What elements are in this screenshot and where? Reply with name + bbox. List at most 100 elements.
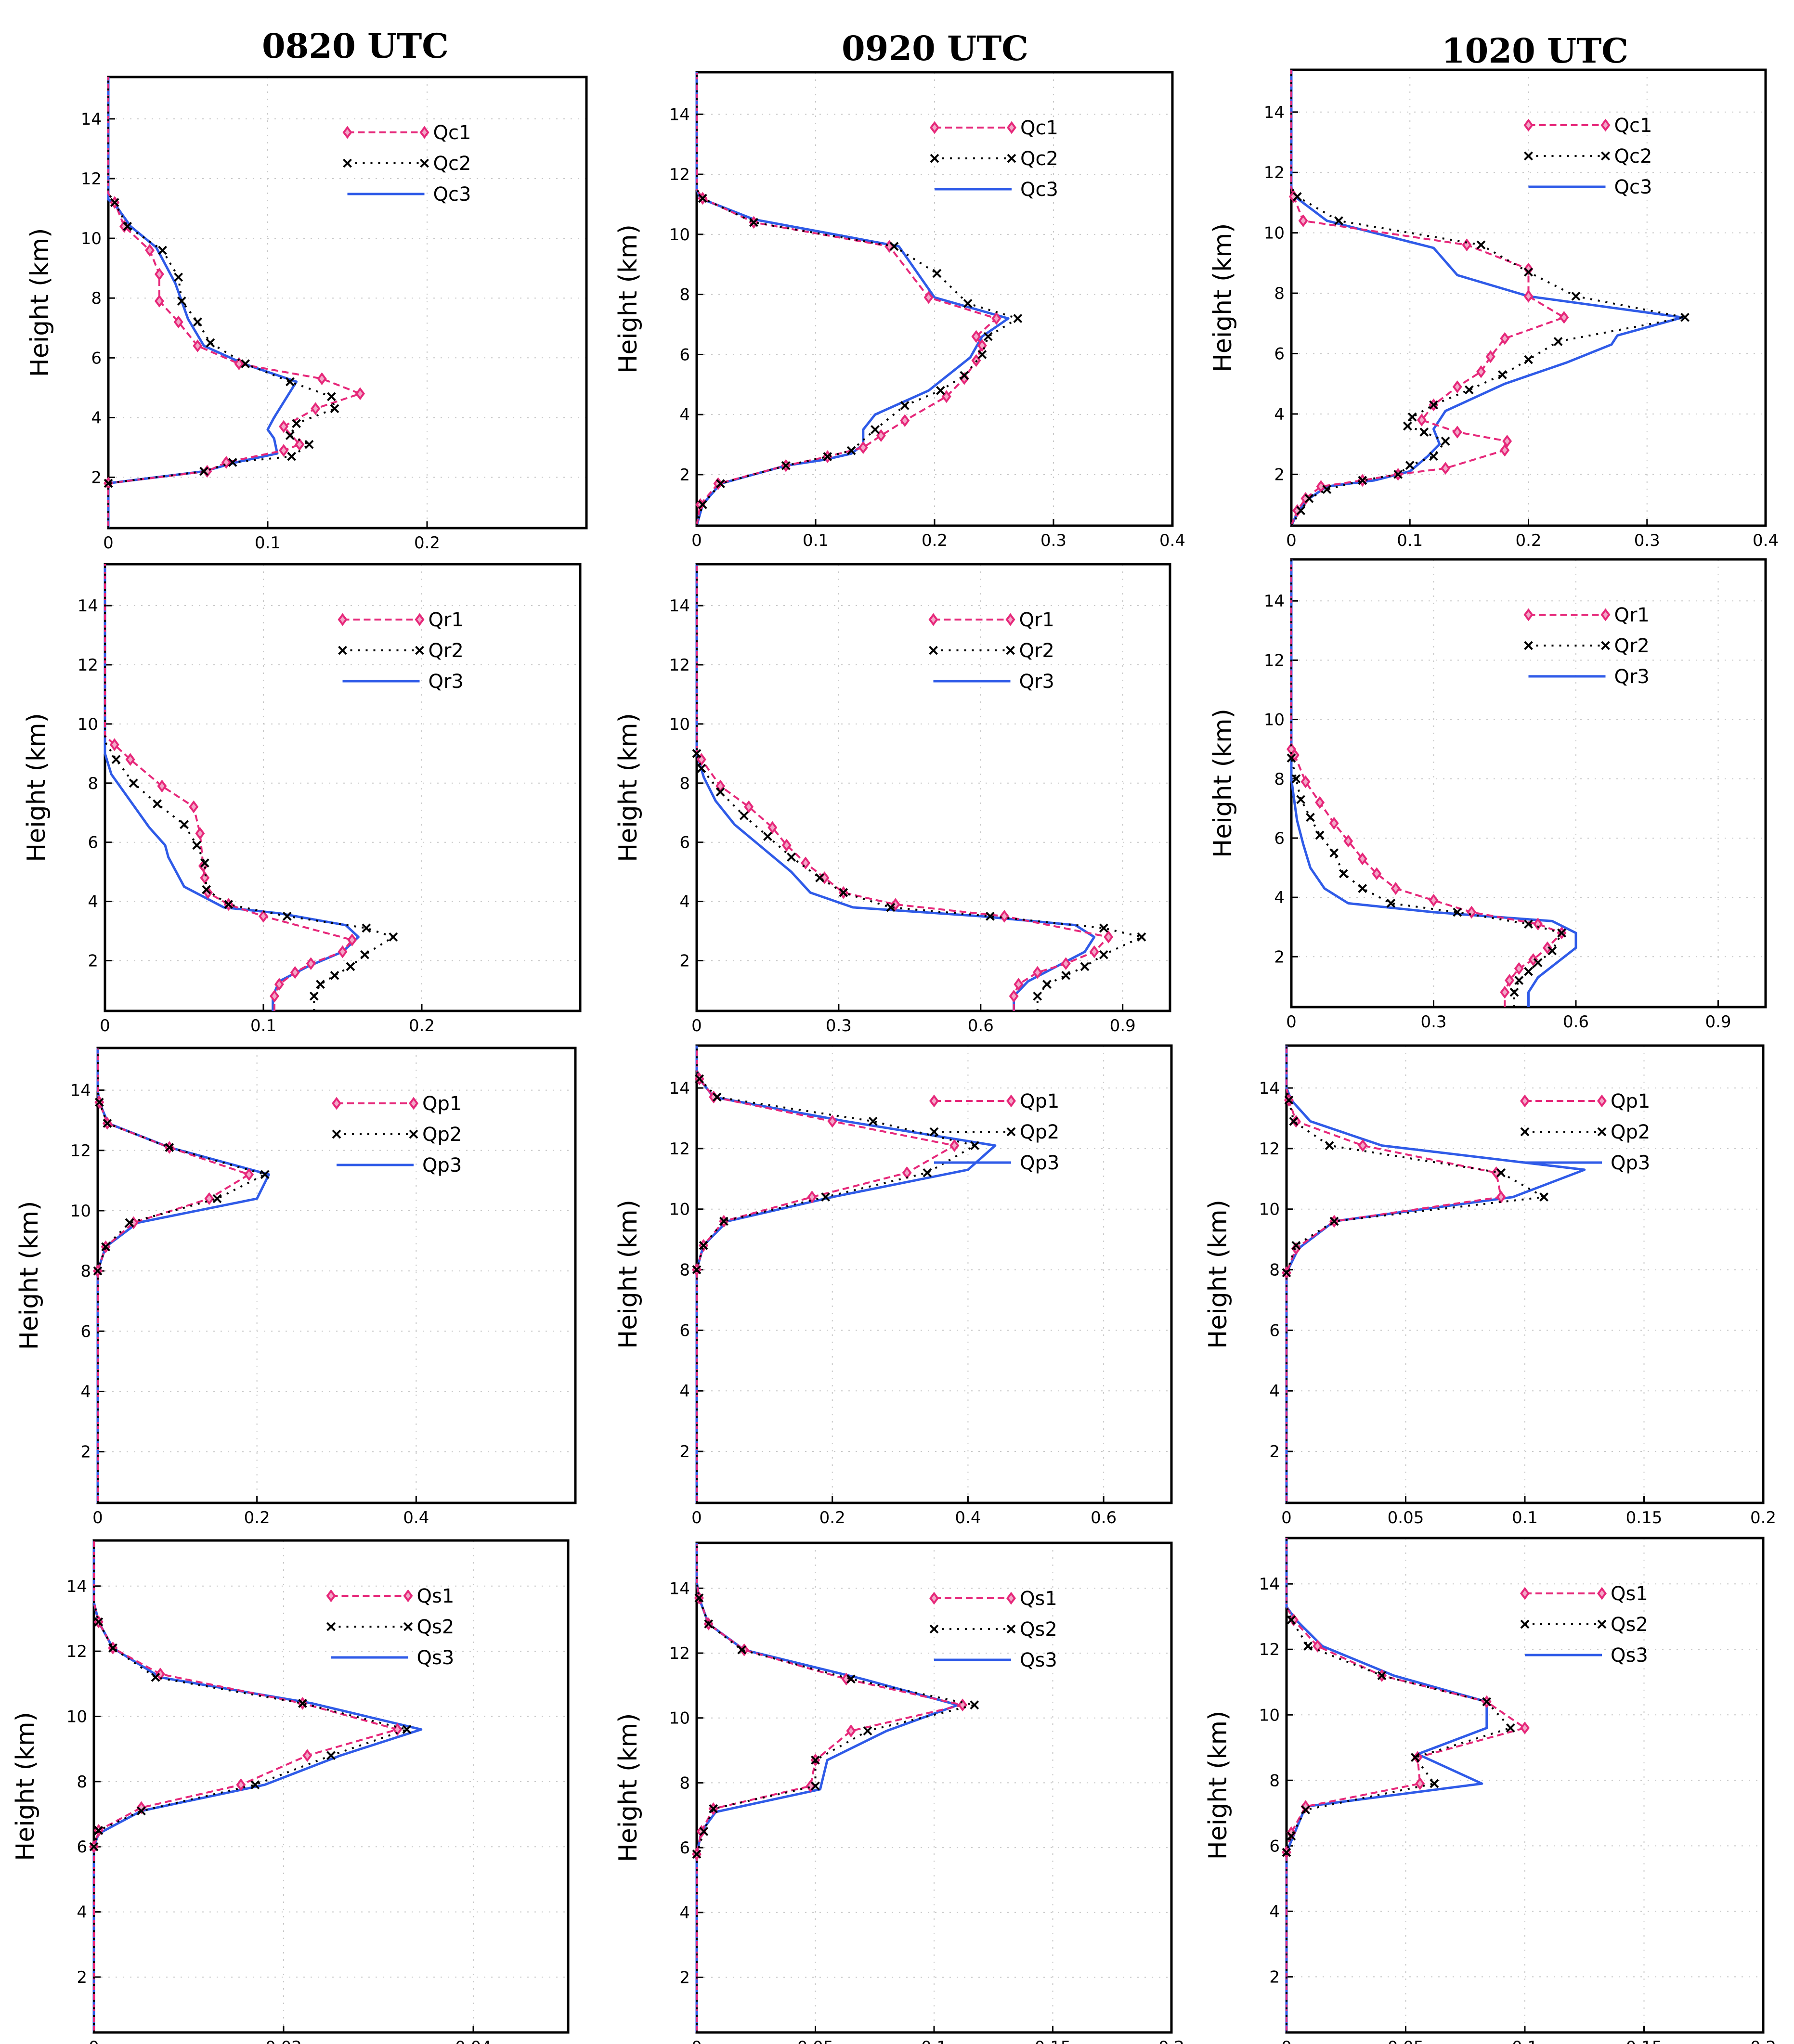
- series-marker-qc1: [1462, 238, 1472, 252]
- y-tick-label: 12: [669, 165, 690, 184]
- x-tick-label: 0: [92, 1508, 103, 1527]
- series-marker-qp2: [712, 1092, 722, 1102]
- series-marker-qc2: [1304, 494, 1314, 503]
- x-tick-label: 0.4: [403, 1508, 429, 1527]
- series-marker-qc2: [1464, 385, 1474, 395]
- series-marker-qc2: [1419, 427, 1429, 437]
- y-tick-label: 2: [679, 952, 690, 971]
- series-marker-qc2: [889, 242, 899, 251]
- x-tick-label: 0.15: [1626, 1508, 1663, 1527]
- series-marker-qr2: [1305, 813, 1315, 822]
- panel-qr-1-0: 2 4 6 8 10 12 14 0 0.1 0.2 Height (km) Qr1 Qr2 Qr3: [22, 563, 582, 1035]
- x-tick-label: 0.04: [455, 2038, 492, 2044]
- series-marker-qc1: [154, 268, 164, 281]
- series-marker-qp1: [1358, 1139, 1368, 1152]
- series-marker-qc2: [698, 500, 707, 509]
- series-marker-qp2: [94, 1098, 104, 1107]
- series-marker-qc1: [1452, 380, 1462, 393]
- series-marker-qc2: [1441, 436, 1450, 446]
- series-marker-qc2: [1358, 476, 1367, 485]
- series-marker-qc2: [1393, 469, 1403, 479]
- legend-label-qp3: Qp3: [422, 1154, 462, 1177]
- series-marker-qp2: [692, 1265, 702, 1274]
- x-tick-label: 0.2: [409, 1016, 435, 1035]
- legend-label-qr1: Qr1: [1019, 609, 1054, 631]
- series-marker-qp2: [695, 1074, 704, 1084]
- y-tick-label: 8: [1274, 284, 1285, 303]
- series-marker-qc2: [104, 479, 113, 488]
- series-marker-qc1: [1298, 214, 1308, 227]
- series-marker-qc1: [1441, 462, 1451, 475]
- y-tick-label: 14: [669, 1079, 690, 1098]
- y-axis-label: Height (km): [614, 713, 643, 862]
- y-axis-label: Height (km): [614, 1200, 643, 1349]
- series-marker-qc1: [173, 315, 183, 329]
- legend-marker-qr1: [1600, 608, 1611, 621]
- series-marker-qc1: [279, 444, 289, 457]
- x-tick-label: 0.05: [1388, 1508, 1424, 1527]
- plot-frame: [107, 76, 588, 530]
- series-marker-qc2: [1571, 291, 1581, 301]
- series-marker-qc2: [1334, 216, 1343, 225]
- y-tick-label: 6: [679, 345, 690, 364]
- series-marker-qr2: [1453, 907, 1462, 917]
- legend-label-qp1: Qp1: [422, 1093, 462, 1115]
- series-marker-qs2: [863, 1726, 872, 1736]
- series-marker-qr2: [739, 811, 749, 820]
- series-marker-qc2: [715, 479, 725, 489]
- series-marker-qc1: [941, 390, 951, 403]
- series-marker-qs2: [250, 1780, 260, 1790]
- series-marker-qr1: [1372, 867, 1382, 880]
- legend-label-qp2: Qp2: [1020, 1121, 1059, 1143]
- y-tick-label: 4: [88, 893, 98, 912]
- legend-marker-qs1: [326, 1589, 336, 1603]
- series-marker-qc2: [749, 218, 758, 227]
- series-marker-qp2: [101, 1242, 110, 1252]
- series-line-qc2: [696, 72, 1019, 526]
- series-marker-qc2: [963, 298, 973, 308]
- y-tick-label: 10: [669, 225, 690, 245]
- panel-qc-0-1: 2 4 6 8 10 12 14 0 0.1 0.2 0.3 0.4 Height (km) Qc1 Qc2…: [614, 71, 1185, 550]
- legend-marker-qr1: [1523, 608, 1534, 621]
- legend-label-qr3: Qr3: [1019, 671, 1054, 693]
- y-tick-label: 8: [679, 1773, 690, 1793]
- series-marker-qs2: [137, 1806, 146, 1816]
- y-tick-label: 10: [1259, 1706, 1280, 1725]
- series-marker-qc1: [295, 438, 305, 451]
- series-marker-qc1: [317, 372, 327, 386]
- legend-marker-qc2: [930, 154, 939, 163]
- legend-label-qc3: Qc3: [1614, 176, 1652, 198]
- series-marker-qc2: [1680, 312, 1690, 322]
- y-axis-label: Height (km): [614, 1713, 643, 1863]
- series-marker-qc1: [713, 477, 723, 490]
- series-marker-qc1: [858, 441, 868, 454]
- series-marker-qr1: [306, 957, 316, 970]
- series-marker-qr1: [744, 800, 754, 814]
- x-tick-label: 0.15: [1035, 2038, 1071, 2044]
- x-tick-label: 0.1: [803, 531, 829, 550]
- series-marker-qp2: [125, 1218, 134, 1228]
- series-marker-qc1: [1502, 435, 1512, 448]
- series-marker-qr1: [200, 871, 210, 884]
- series-line-qr3: [1290, 559, 1577, 1007]
- series-marker-qc1: [154, 295, 164, 308]
- series-marker-qc2: [326, 392, 336, 401]
- x-tick-label: 0.6: [1091, 1508, 1117, 1527]
- legend-marker-qr2: [929, 646, 938, 655]
- series-marker-qp2: [1289, 1116, 1299, 1126]
- y-tick-label: 10: [81, 229, 102, 248]
- y-tick-label: 12: [1264, 651, 1285, 670]
- series-marker-qs2: [694, 1593, 704, 1603]
- legend-label-qc2: Qc2: [1614, 145, 1652, 168]
- y-tick-label: 6: [77, 1837, 87, 1857]
- legend-marker-qp2: [929, 1127, 939, 1137]
- y-tick-label: 10: [669, 1200, 690, 1219]
- y-tick-label: 14: [1264, 103, 1285, 122]
- legend-label-qc1: Qc1: [433, 122, 471, 144]
- legend-marker-qs2: [326, 1622, 336, 1631]
- legend-marker-qs2: [929, 1624, 939, 1634]
- y-tick-label: 14: [669, 105, 690, 124]
- series-marker-qr2: [1358, 884, 1367, 893]
- y-tick-label: 14: [1259, 1575, 1280, 1594]
